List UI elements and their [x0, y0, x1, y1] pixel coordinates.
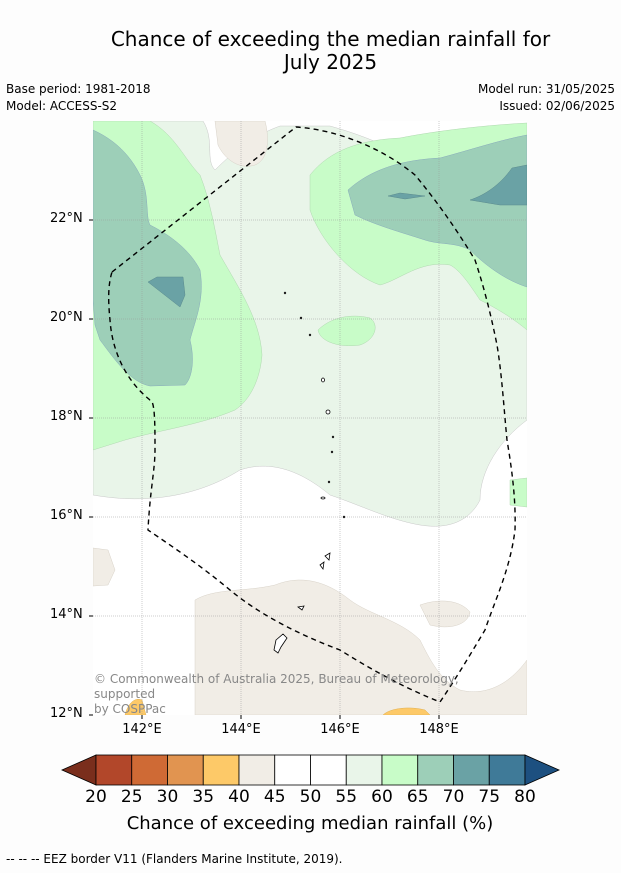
island-small-6 [327, 480, 331, 484]
colorbar-swatch [310, 754, 347, 786]
lat-label-20n: 20°N [50, 310, 83, 325]
base-period: Base period: 1981-2018 [6, 82, 151, 96]
colorbar-tick-label: 65 [406, 787, 429, 807]
axis-ticks [89, 219, 440, 719]
colorbar-tick-label: 40 [228, 787, 250, 807]
copyright-line-2: by COSPPac [94, 702, 166, 716]
island-small-7 [342, 515, 346, 519]
contour-fill-70-75-west [147, 276, 186, 308]
colorbar-tick-label: 50 [299, 787, 322, 807]
island-small-5 [330, 450, 334, 454]
island-small-1 [283, 291, 287, 295]
island-small-2 [299, 316, 303, 320]
lat-label-18n: 18°N [50, 409, 83, 424]
colorbar-swatch [238, 754, 276, 786]
eez-border [107, 126, 516, 703]
lat-label-16n: 16°N [50, 508, 83, 523]
map-title-line-2: July 2025 [283, 50, 378, 74]
colorbar-tick-label: 60 [371, 787, 393, 807]
issued-date: Issued: 02/06/2025 [499, 99, 615, 113]
colorbar-extend-high [524, 754, 560, 786]
colorbar-swatch [381, 754, 419, 786]
colorbar-tick-label: 30 [156, 787, 179, 807]
contour-fill-65-70-west [93, 129, 202, 387]
colorbar-swatch [345, 754, 383, 786]
colorbar [61, 754, 560, 786]
island-alamagan [325, 409, 331, 415]
copyright-line-1: © Commonwealth of Australia 2025, Bureau… [94, 672, 459, 701]
lat-label-22n: 22°N [50, 211, 83, 226]
island-rota [297, 605, 305, 611]
contour-fill-65-70-east [347, 134, 527, 288]
colorbar-swatch [453, 754, 490, 786]
contour-fill-40-45-west [93, 547, 116, 587]
island-anatahan [320, 496, 326, 500]
meta-right: Model run: 31/05/2025 Issued: 02/06/2025 [478, 81, 615, 115]
colorbar-swatch [95, 754, 133, 786]
island-small-4 [331, 435, 335, 439]
colorbar-swatch [417, 754, 454, 786]
colorbar-label: Chance of exceeding median rainfall (%) [126, 813, 494, 834]
colorbar-swatch [274, 754, 311, 786]
map-title-line-1: Chance of exceeding the median rainfall … [110, 27, 551, 51]
lon-label-148e: 148°E [419, 722, 459, 737]
model-name: Model: ACCESS-S2 [6, 99, 118, 113]
lon-label-144e: 144°E [221, 722, 261, 737]
island-pagan [321, 377, 325, 383]
colorbar-tick-label: 20 [85, 787, 107, 807]
colorbar-tick-label: 75 [478, 787, 501, 807]
colorbar-tick-label: 35 [192, 787, 215, 807]
colorbar-tick-label: 55 [335, 787, 358, 807]
map-title: Chance of exceeding the median rainfall … [0, 28, 621, 74]
contour-fill-70-75-east [469, 164, 527, 206]
eez-footnote: -- -- -- EEZ border V11 (Flanders Marine… [6, 852, 343, 866]
contour-fill-40-45-south [194, 579, 527, 715]
island-small-3 [308, 333, 312, 337]
lat-label-14n: 14°N [50, 607, 83, 622]
lat-label-12n: 12°N [50, 706, 83, 721]
island-saipan [324, 552, 331, 561]
colorbar-tick-label: 80 [514, 787, 536, 807]
contour-fill-40-45-southeast [419, 600, 471, 628]
colorbar-swatch [131, 754, 168, 786]
islands [273, 291, 346, 654]
island-tinian [319, 561, 325, 571]
contour-fill-70-75-small [387, 192, 426, 200]
lon-label-142e: 142°E [122, 722, 162, 737]
colorbar-tick-label: 25 [120, 787, 143, 807]
gridlines [93, 121, 527, 715]
contour-fill-35-40-south [382, 707, 431, 715]
model-run: Model run: 31/05/2025 [477, 82, 615, 96]
lon-label-146e: 146°E [320, 722, 360, 737]
colorbar-extend-low [61, 754, 97, 786]
meta-left: Base period: 1981-2018 Model: ACCESS-S2 [6, 81, 151, 115]
colorbar-swatch [167, 754, 204, 786]
contour-fill-60-65-center [317, 315, 376, 346]
colorbar-swatch [202, 754, 240, 786]
colorbar-swatch [488, 754, 526, 786]
colorbar-tick-label: 45 [263, 787, 286, 807]
island-guam [273, 633, 288, 654]
copyright-notice: © Commonwealth of Australia 2025, Bureau… [94, 672, 514, 717]
colorbar-tick-label: 70 [442, 787, 465, 807]
